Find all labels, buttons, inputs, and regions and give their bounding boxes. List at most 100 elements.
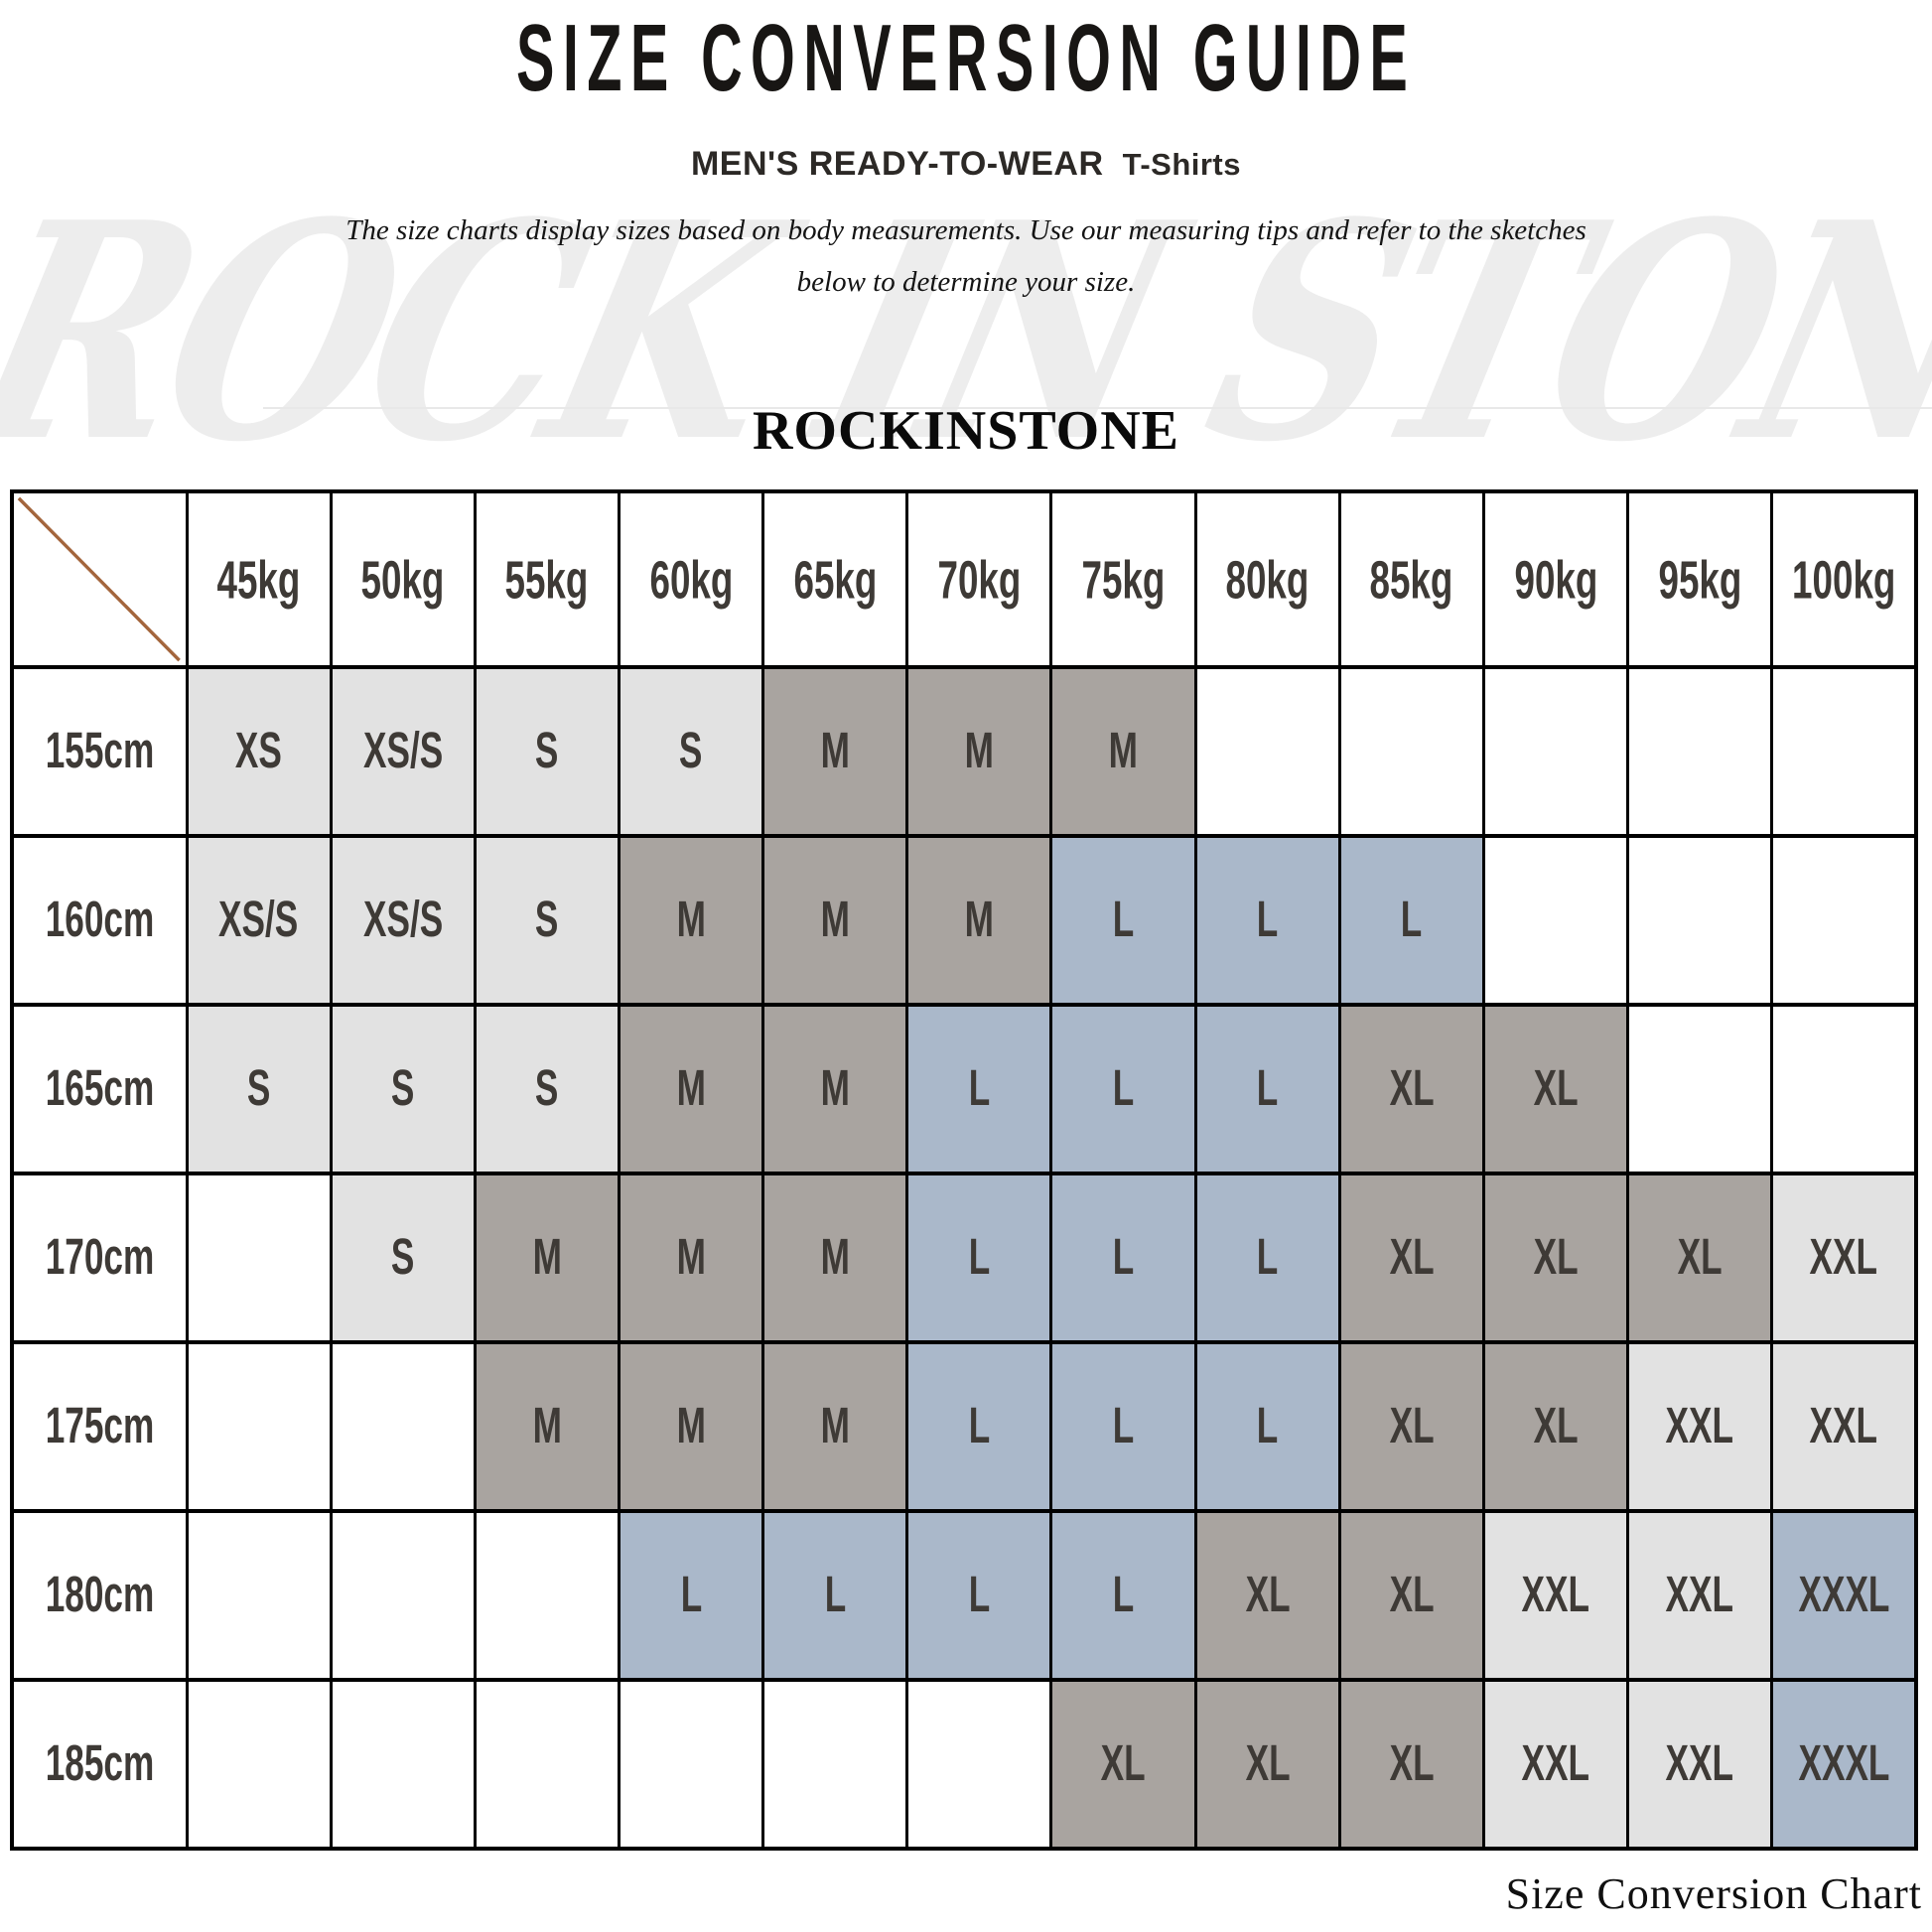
size-cell-value: XXL bbox=[1521, 1567, 1590, 1623]
size-cell-value: XXL bbox=[1665, 1567, 1734, 1623]
size-cell: M bbox=[761, 1005, 907, 1173]
col-header-label: 85kg bbox=[1369, 549, 1453, 610]
size-cell: XS bbox=[185, 667, 332, 836]
size-cell bbox=[1337, 667, 1484, 836]
size-cell-value: M bbox=[532, 1229, 562, 1286]
size-cell bbox=[329, 1511, 476, 1680]
size-cell bbox=[185, 1511, 332, 1680]
page-title: SIZE CONVERSION GUIDE bbox=[0, 4, 1932, 113]
size-cell bbox=[905, 1680, 1051, 1849]
size-cell: L bbox=[1193, 836, 1340, 1005]
corner-cell bbox=[10, 491, 187, 667]
row-header: 160cm bbox=[10, 836, 187, 1005]
size-cell-value: M bbox=[676, 892, 706, 948]
size-cell: M bbox=[761, 1173, 907, 1342]
size-cell: L bbox=[1193, 1173, 1340, 1342]
size-cell: S bbox=[473, 1005, 620, 1173]
size-cell-value: XXL bbox=[1665, 1735, 1734, 1792]
size-cell: XS/S bbox=[185, 836, 332, 1005]
size-cell: S bbox=[185, 1005, 332, 1173]
size-cell: XXXL bbox=[1770, 1511, 1916, 1680]
size-cell: XL bbox=[1481, 1342, 1628, 1511]
size-cell bbox=[1481, 836, 1628, 1005]
col-header: 100kg bbox=[1770, 491, 1916, 667]
col-header: 90kg bbox=[1481, 491, 1628, 667]
size-cell: XXL bbox=[1626, 1680, 1772, 1849]
size-cell-value: XXXL bbox=[1798, 1735, 1890, 1792]
col-header-label: 45kg bbox=[216, 549, 301, 610]
size-cell-value: M bbox=[676, 1060, 706, 1117]
size-cell: L bbox=[905, 1005, 1051, 1173]
size-cell-value: S bbox=[535, 892, 559, 948]
size-cell-value: S bbox=[390, 1229, 415, 1286]
col-header: 80kg bbox=[1193, 491, 1340, 667]
size-cell: XL bbox=[1193, 1511, 1340, 1680]
size-cell: XXL bbox=[1481, 1511, 1628, 1680]
size-cell-value: XXL bbox=[1665, 1398, 1734, 1454]
size-cell-value: M bbox=[1108, 723, 1139, 779]
size-cell: L bbox=[1049, 1173, 1196, 1342]
col-header-label: 95kg bbox=[1658, 549, 1742, 610]
size-cell-value: L bbox=[824, 1567, 846, 1623]
description-line-2: below to determine your size. bbox=[796, 266, 1136, 298]
size-cell: XS/S bbox=[329, 836, 476, 1005]
size-cell bbox=[185, 1342, 332, 1511]
size-cell-value: M bbox=[820, 1060, 850, 1117]
row-header-label: 160cm bbox=[45, 892, 155, 948]
size-cell bbox=[1626, 1005, 1772, 1173]
col-header-label: 65kg bbox=[793, 549, 878, 610]
size-cell: XL bbox=[1337, 1342, 1484, 1511]
size-conversion-table: 45kg 50kg 55kg 60kg 65kg 70kg 75kg 80kg 85kg 90kg… bbox=[10, 489, 1918, 1851]
size-cell-value: L bbox=[968, 1229, 991, 1286]
size-cell-value: XL bbox=[1533, 1229, 1579, 1286]
subtitle-main: MEN'S READY-TO-WEAR bbox=[690, 145, 1104, 183]
size-cell-value: M bbox=[964, 723, 995, 779]
size-cell-value: XXL bbox=[1809, 1398, 1878, 1454]
col-header: 50kg bbox=[329, 491, 476, 667]
size-cell: M bbox=[473, 1342, 620, 1511]
size-cell: XL bbox=[1481, 1173, 1628, 1342]
size-cell-value: XL bbox=[1389, 1567, 1435, 1623]
row-header: 165cm bbox=[10, 1005, 187, 1173]
col-header: 45kg bbox=[185, 491, 332, 667]
size-cell: XXL bbox=[1770, 1342, 1916, 1511]
size-cell-value: XL bbox=[1389, 1229, 1435, 1286]
size-cell-value: S bbox=[246, 1060, 271, 1117]
size-cell bbox=[1770, 1005, 1916, 1173]
size-cell-value: M bbox=[676, 1229, 706, 1286]
size-cell-value: L bbox=[1112, 1060, 1135, 1117]
size-cell: M bbox=[761, 836, 907, 1005]
col-header: 55kg bbox=[473, 491, 620, 667]
col-header: 75kg bbox=[1049, 491, 1196, 667]
table-row: 160cm XS/S XS/S S M M M L L L bbox=[10, 836, 1916, 1005]
size-cell: XXL bbox=[1770, 1173, 1916, 1342]
size-cell-value: M bbox=[820, 1398, 850, 1454]
size-cell-value: XL bbox=[1533, 1398, 1579, 1454]
size-cell-value: L bbox=[1112, 1229, 1135, 1286]
size-cell-value: XXL bbox=[1521, 1735, 1590, 1792]
size-cell-value: S bbox=[535, 1060, 559, 1117]
size-cell-value: L bbox=[1112, 1398, 1135, 1454]
size-cell: M bbox=[617, 1173, 763, 1342]
size-cell-value: L bbox=[1256, 1398, 1279, 1454]
table-row: 180cm L L L L XL XL XXL XXL XXXL bbox=[10, 1511, 1916, 1680]
size-cell: XXXL bbox=[1770, 1680, 1916, 1849]
table-row: 155cm XS XS/S S S M M M bbox=[10, 667, 1916, 836]
size-cell: S bbox=[617, 667, 763, 836]
subtitle: MEN'S READY-TO-WEAR T-Shirts bbox=[0, 145, 1932, 184]
col-header: 85kg bbox=[1337, 491, 1484, 667]
size-cell: L bbox=[905, 1511, 1051, 1680]
size-cell: M bbox=[473, 1173, 620, 1342]
diagonal-line-icon bbox=[17, 496, 181, 662]
size-cell: XXL bbox=[1626, 1511, 1772, 1680]
size-cell: XS/S bbox=[329, 667, 476, 836]
size-cell-value: L bbox=[1256, 1229, 1279, 1286]
size-cell bbox=[761, 1680, 907, 1849]
size-cell: XL bbox=[1049, 1680, 1196, 1849]
size-cell: XL bbox=[1337, 1005, 1484, 1173]
size-cell-value: XXXL bbox=[1798, 1567, 1890, 1623]
size-cell-value: M bbox=[820, 723, 850, 779]
size-cell: M bbox=[905, 836, 1051, 1005]
col-header-label: 100kg bbox=[1791, 549, 1896, 610]
col-header-label: 60kg bbox=[649, 549, 733, 610]
